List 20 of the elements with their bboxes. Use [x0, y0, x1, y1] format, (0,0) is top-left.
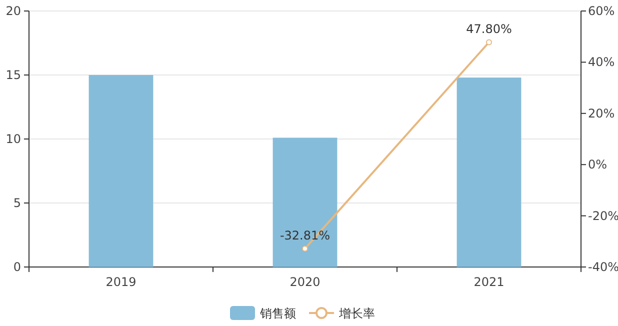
y2-tick-label: -40%	[588, 260, 618, 274]
bar	[272, 138, 338, 267]
legend-label: 销售额	[259, 306, 296, 320]
y-tick-label: 20	[6, 4, 21, 18]
y-tick-label: 15	[6, 68, 21, 82]
y2-tick-label: 20%	[588, 106, 615, 120]
y2-tick-label: -20%	[588, 208, 618, 223]
y-tick-label: 5	[13, 196, 21, 210]
bar	[456, 78, 522, 267]
x-tick-label: 2020	[290, 275, 320, 289]
bar	[88, 75, 154, 267]
data-label: 47.80%	[466, 22, 512, 36]
y2-tick-label: 40%	[588, 55, 615, 70]
y2-tick-label: 0%	[588, 158, 608, 172]
x-tick-label: 2019	[106, 275, 136, 289]
y-tick-label: 10	[6, 132, 21, 146]
legend-label: 增长率	[338, 306, 375, 320]
x-tick-label: 2021	[474, 275, 504, 289]
y2-tick-label: 60%	[588, 4, 615, 18]
y-tick-label: 0	[13, 260, 21, 274]
